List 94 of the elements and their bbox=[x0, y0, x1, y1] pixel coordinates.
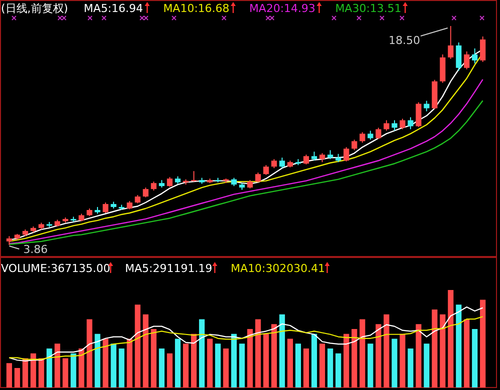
bar bbox=[30, 353, 36, 388]
bar bbox=[134, 304, 140, 388]
bar bbox=[102, 338, 108, 388]
candlestick bbox=[464, 50, 470, 70]
bar bbox=[311, 334, 318, 388]
bar bbox=[54, 344, 60, 388]
annotation: 18.50 bbox=[388, 34, 420, 47]
bar bbox=[70, 353, 76, 388]
bar bbox=[207, 338, 213, 388]
text: MA20:14.93 bbox=[249, 2, 316, 15]
bar bbox=[472, 329, 478, 388]
text: MA10:16.68 bbox=[163, 2, 230, 15]
annotation: 3.86 bbox=[23, 243, 48, 256]
bar bbox=[239, 344, 245, 388]
bar bbox=[344, 334, 350, 388]
bar bbox=[142, 314, 148, 388]
bar bbox=[126, 338, 132, 388]
candlestick bbox=[440, 54, 446, 84]
candlestick bbox=[255, 172, 261, 183]
bar bbox=[376, 324, 382, 388]
bar bbox=[199, 319, 205, 388]
bar bbox=[255, 319, 261, 388]
candlestick bbox=[191, 170, 197, 182]
bar bbox=[271, 324, 277, 388]
candlestick bbox=[344, 146, 350, 162]
text: VOLUME:367135.00 bbox=[1, 262, 110, 275]
candlestick bbox=[303, 154, 310, 165]
bar bbox=[166, 353, 173, 388]
bar bbox=[287, 338, 293, 388]
bar bbox=[14, 368, 20, 388]
bar bbox=[295, 344, 301, 388]
bar bbox=[118, 348, 124, 388]
bar bbox=[182, 344, 189, 388]
bar bbox=[480, 300, 486, 388]
candlestick bbox=[352, 139, 358, 151]
text: MA10:302030.41 bbox=[230, 262, 326, 275]
candlestick bbox=[408, 116, 414, 130]
bar bbox=[279, 314, 285, 388]
bar bbox=[360, 319, 366, 388]
bar bbox=[368, 344, 374, 388]
bar bbox=[78, 348, 84, 388]
bar bbox=[247, 329, 253, 388]
bar bbox=[86, 319, 92, 388]
bar bbox=[448, 290, 454, 388]
candlestick bbox=[279, 157, 285, 169]
bar bbox=[392, 338, 398, 388]
candlestick bbox=[400, 118, 406, 130]
candlestick bbox=[456, 42, 462, 72]
bar bbox=[158, 348, 165, 388]
text: MA5:291191.19 bbox=[125, 262, 212, 275]
bar bbox=[319, 344, 326, 388]
candlestick bbox=[263, 164, 269, 176]
candlestick bbox=[416, 102, 422, 128]
candlestick bbox=[384, 120, 390, 132]
bar bbox=[6, 363, 12, 388]
candlestick bbox=[424, 100, 430, 112]
bar bbox=[440, 314, 446, 388]
candlestick bbox=[392, 120, 398, 132]
bar bbox=[22, 358, 28, 388]
bar bbox=[352, 329, 358, 388]
bar bbox=[231, 334, 237, 388]
bar bbox=[424, 344, 430, 388]
bar bbox=[263, 334, 269, 388]
candlestick bbox=[480, 36, 486, 62]
bar bbox=[38, 358, 44, 388]
bar bbox=[408, 348, 414, 388]
candlestick bbox=[142, 187, 148, 198]
bar bbox=[110, 344, 116, 388]
bar bbox=[150, 329, 157, 388]
bar bbox=[432, 310, 438, 388]
chart-title: (日线,前复权) bbox=[1, 2, 68, 15]
text: MA30:13.51 bbox=[335, 2, 402, 15]
bar bbox=[416, 324, 422, 388]
candlestick bbox=[472, 48, 478, 64]
candlestick bbox=[166, 176, 173, 188]
bar bbox=[215, 344, 221, 388]
bar bbox=[94, 334, 100, 388]
bar bbox=[46, 348, 52, 388]
bar bbox=[174, 338, 181, 388]
bar bbox=[303, 348, 310, 388]
bar bbox=[327, 348, 334, 388]
bar bbox=[400, 334, 406, 388]
bar bbox=[223, 348, 229, 388]
bar bbox=[191, 334, 197, 388]
candlestick bbox=[448, 26, 454, 60]
bar bbox=[335, 353, 342, 388]
candlestick bbox=[376, 127, 382, 140]
bar bbox=[464, 319, 470, 388]
candlestick bbox=[360, 132, 366, 144]
bar bbox=[456, 304, 462, 388]
candlestick bbox=[102, 202, 108, 214]
text: MA5:16.94 bbox=[84, 2, 144, 15]
bar bbox=[384, 314, 390, 388]
bar bbox=[62, 358, 68, 388]
